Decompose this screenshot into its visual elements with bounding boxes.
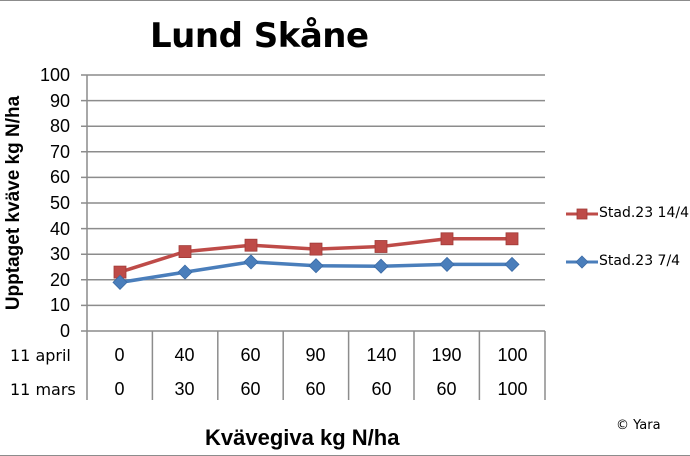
table-row-label-april: 11 april bbox=[10, 346, 71, 365]
table-cell: 90 bbox=[305, 345, 326, 365]
y-tick: 90 bbox=[49, 91, 70, 111]
table-cell: 60 bbox=[240, 379, 261, 399]
table-cell: 30 bbox=[174, 379, 195, 399]
copyright-text: © Yara bbox=[616, 418, 661, 433]
table-cell: 100 bbox=[497, 345, 528, 365]
y-tick: 80 bbox=[49, 116, 70, 136]
chart-title: Lund Skåne bbox=[150, 16, 369, 56]
y-tick: 0 bbox=[59, 321, 70, 341]
table-cell: 60 bbox=[371, 379, 392, 399]
legend-label: Stad.23 7/4 bbox=[599, 253, 681, 269]
table-cell: 40 bbox=[174, 345, 195, 365]
table-cell: 0 bbox=[114, 345, 125, 365]
y-tick: 20 bbox=[49, 270, 70, 290]
legend-label: Stad.23 14/4 bbox=[599, 205, 689, 221]
x-axis-label: Kvävegiva kg N/ha bbox=[205, 425, 400, 450]
table-row-label-mars: 11 mars bbox=[10, 380, 76, 399]
legend-item-stad23-7-4: Stad.23 7/4 bbox=[599, 253, 680, 269]
y-tick: 60 bbox=[49, 167, 70, 187]
axes-and-table-lines bbox=[86, 75, 546, 400]
series-stad23-7-4 bbox=[112, 254, 520, 290]
table-cell: 100 bbox=[497, 379, 528, 399]
y-tick: 50 bbox=[49, 193, 70, 213]
series-stad23-14-4 bbox=[113, 232, 519, 279]
table-cell: 60 bbox=[305, 379, 326, 399]
y-tick: 100 bbox=[39, 65, 70, 85]
y-tick: 10 bbox=[49, 295, 70, 315]
table-cell: 140 bbox=[366, 345, 397, 365]
table-cell: 60 bbox=[436, 379, 457, 399]
table-cell: 0 bbox=[114, 379, 125, 399]
gridlines bbox=[81, 74, 545, 332]
table-cell: 60 bbox=[240, 345, 261, 365]
y-tick: 40 bbox=[49, 219, 70, 239]
legend-symbols bbox=[566, 208, 598, 269]
legend-item-stad23-14-4: Stad.23 14/4 bbox=[599, 205, 689, 221]
y-tick: 70 bbox=[49, 142, 70, 162]
y-tick: 30 bbox=[49, 244, 70, 264]
table-cell: 190 bbox=[431, 345, 462, 365]
